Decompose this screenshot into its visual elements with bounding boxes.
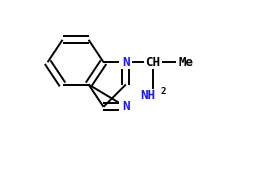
Bar: [144, 56, 162, 69]
Text: CH: CH: [145, 56, 160, 69]
Bar: [141, 89, 165, 102]
Bar: [176, 56, 197, 69]
Bar: [119, 56, 132, 69]
Text: NH: NH: [141, 89, 156, 102]
Text: 2: 2: [161, 87, 166, 96]
Text: N: N: [122, 100, 130, 113]
Bar: [119, 100, 132, 113]
Text: Me: Me: [179, 56, 194, 69]
Text: N: N: [122, 56, 130, 69]
